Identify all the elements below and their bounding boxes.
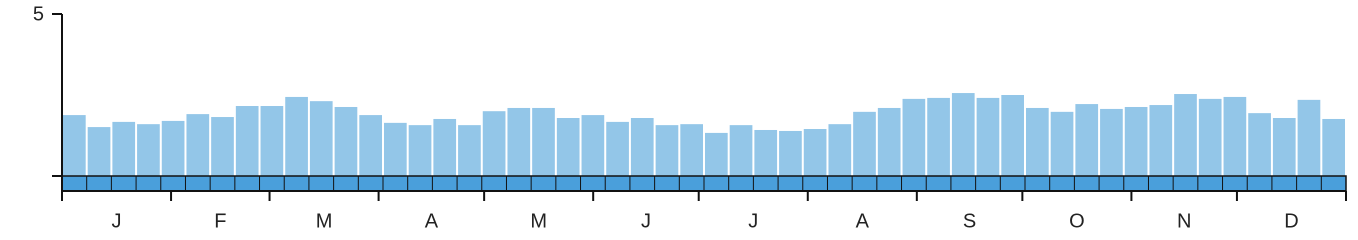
bar xyxy=(260,106,284,176)
bar xyxy=(384,122,407,176)
bar xyxy=(606,121,629,176)
bar xyxy=(729,125,753,176)
bar xyxy=(334,106,358,176)
bar xyxy=(87,127,111,176)
bar xyxy=(556,118,580,176)
bar xyxy=(186,114,210,176)
x-tick-label: A xyxy=(425,210,439,232)
bar xyxy=(112,121,136,176)
bar xyxy=(235,106,259,176)
x-tick-label: D xyxy=(1284,210,1298,232)
bar xyxy=(161,120,185,176)
x-tick-label: A xyxy=(856,210,870,232)
bar xyxy=(1124,106,1148,176)
bar xyxy=(853,111,876,176)
bar xyxy=(211,117,234,176)
bar xyxy=(630,118,654,176)
bar xyxy=(1198,98,1222,176)
bar xyxy=(1001,95,1024,176)
bar xyxy=(754,129,778,176)
bar xyxy=(779,130,802,176)
bar xyxy=(902,98,926,176)
bar xyxy=(803,129,827,176)
bar xyxy=(1026,107,1049,176)
bar xyxy=(137,124,160,176)
bar xyxy=(1223,96,1247,176)
bar xyxy=(927,97,950,176)
x-tick-label: N xyxy=(1177,210,1191,232)
x-tick-label: F xyxy=(214,210,226,232)
x-tick-label: M xyxy=(530,210,547,232)
bar xyxy=(655,125,679,176)
bar xyxy=(1297,99,1321,176)
bar xyxy=(285,96,308,176)
bar xyxy=(1174,94,1197,176)
bar xyxy=(705,132,728,176)
bar xyxy=(408,125,432,176)
x-tick-label: S xyxy=(963,210,976,232)
bar xyxy=(63,115,86,176)
bar xyxy=(581,115,605,176)
bar xyxy=(1100,108,1123,176)
bar xyxy=(309,101,333,176)
bar xyxy=(1248,113,1271,176)
bar xyxy=(458,125,481,176)
bar xyxy=(1272,118,1296,176)
bar xyxy=(1149,105,1173,176)
x-tick-label: O xyxy=(1069,210,1085,232)
bar xyxy=(507,107,531,176)
bar xyxy=(1322,118,1345,176)
y-tick-label: 5 xyxy=(33,3,44,25)
bar xyxy=(680,124,703,176)
bar xyxy=(828,124,852,176)
bar xyxy=(1050,111,1074,176)
x-tick-label: J xyxy=(112,210,122,232)
x-tick-label: J xyxy=(748,210,758,232)
bar xyxy=(359,115,382,176)
bar xyxy=(482,111,506,176)
bar xyxy=(951,93,975,176)
bar xyxy=(976,97,1000,176)
bar xyxy=(877,107,901,176)
bar xyxy=(433,118,457,176)
bar xyxy=(1075,104,1099,176)
x-tick-label: M xyxy=(316,210,333,232)
bar xyxy=(532,107,555,176)
x-tick-label: J xyxy=(641,210,651,232)
